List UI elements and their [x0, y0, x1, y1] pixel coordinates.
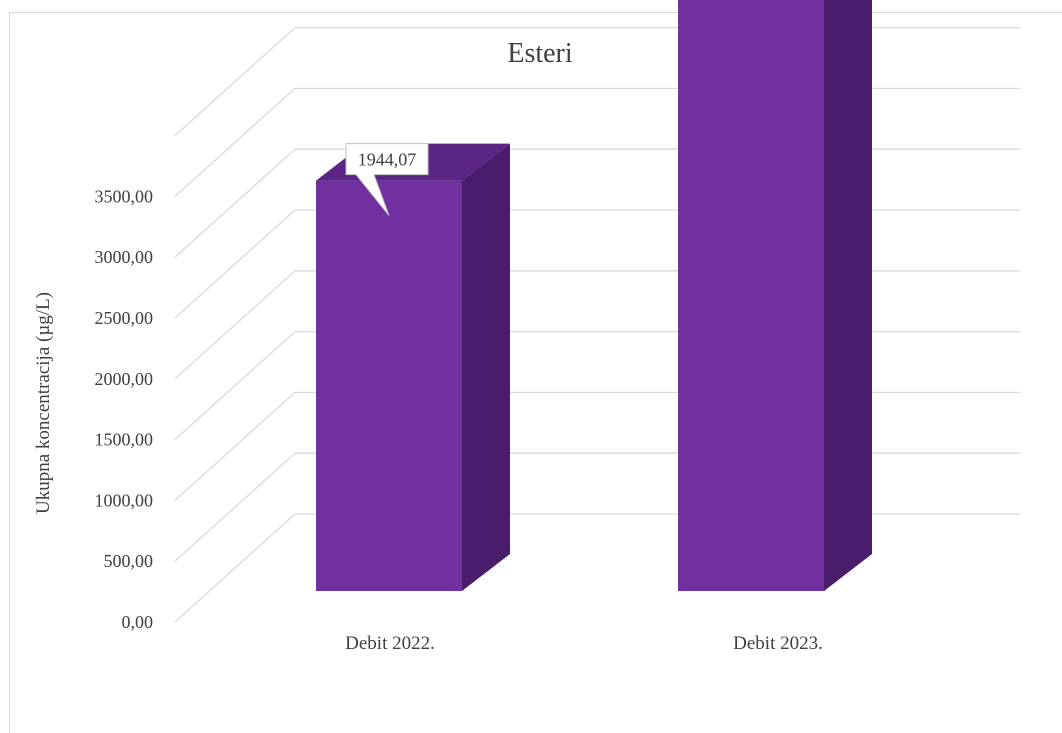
chart-title: Esteri	[507, 38, 573, 69]
bars	[316, 0, 872, 592]
y-axis-label: Ukupna koncentracija (µg/L)	[33, 292, 54, 514]
bar	[316, 180, 462, 592]
x-axis-ticks: Debit 2022. Debit 2023.	[345, 633, 823, 654]
gridline-diagonal	[174, 331, 296, 441]
y-tick-label: 0,00	[122, 612, 154, 632]
y-tick-label: 2000,00	[95, 369, 154, 389]
y-tick-label: 500,00	[104, 551, 154, 571]
y-tick-label: 2500,00	[95, 308, 154, 328]
gridline-diagonal	[174, 27, 296, 137]
bar-side	[462, 143, 510, 592]
bar-side	[824, 0, 872, 591]
gridline-diagonal	[174, 452, 296, 562]
gridline-diagonal	[174, 87, 296, 197]
y-tick-label: 3500,00	[95, 186, 154, 206]
gridline-diagonal	[174, 209, 296, 319]
y-axis-ticks: 0,00 500,00 1000,00 1500,00 2000,00 2500,00 30…	[95, 186, 154, 632]
data-labels: 1944,073435,04	[345, 143, 429, 216]
gridline-diagonal	[174, 270, 296, 380]
data-label: 1944,07	[358, 150, 417, 170]
x-tick-label: Debit 2023.	[733, 633, 823, 654]
data-label-callout	[345, 143, 429, 216]
x-tick-label: Debit 2022.	[345, 633, 435, 654]
gridline-diagonal	[174, 148, 296, 258]
y-tick-label: 1000,00	[95, 490, 154, 510]
gridline-diagonal	[174, 513, 296, 623]
gridline-diagonal	[174, 391, 296, 501]
y-tick-label: 3000,00	[95, 247, 154, 267]
chart-border	[9, 12, 1062, 733]
y-tick-label: 1500,00	[95, 430, 154, 450]
bar	[678, 0, 824, 592]
